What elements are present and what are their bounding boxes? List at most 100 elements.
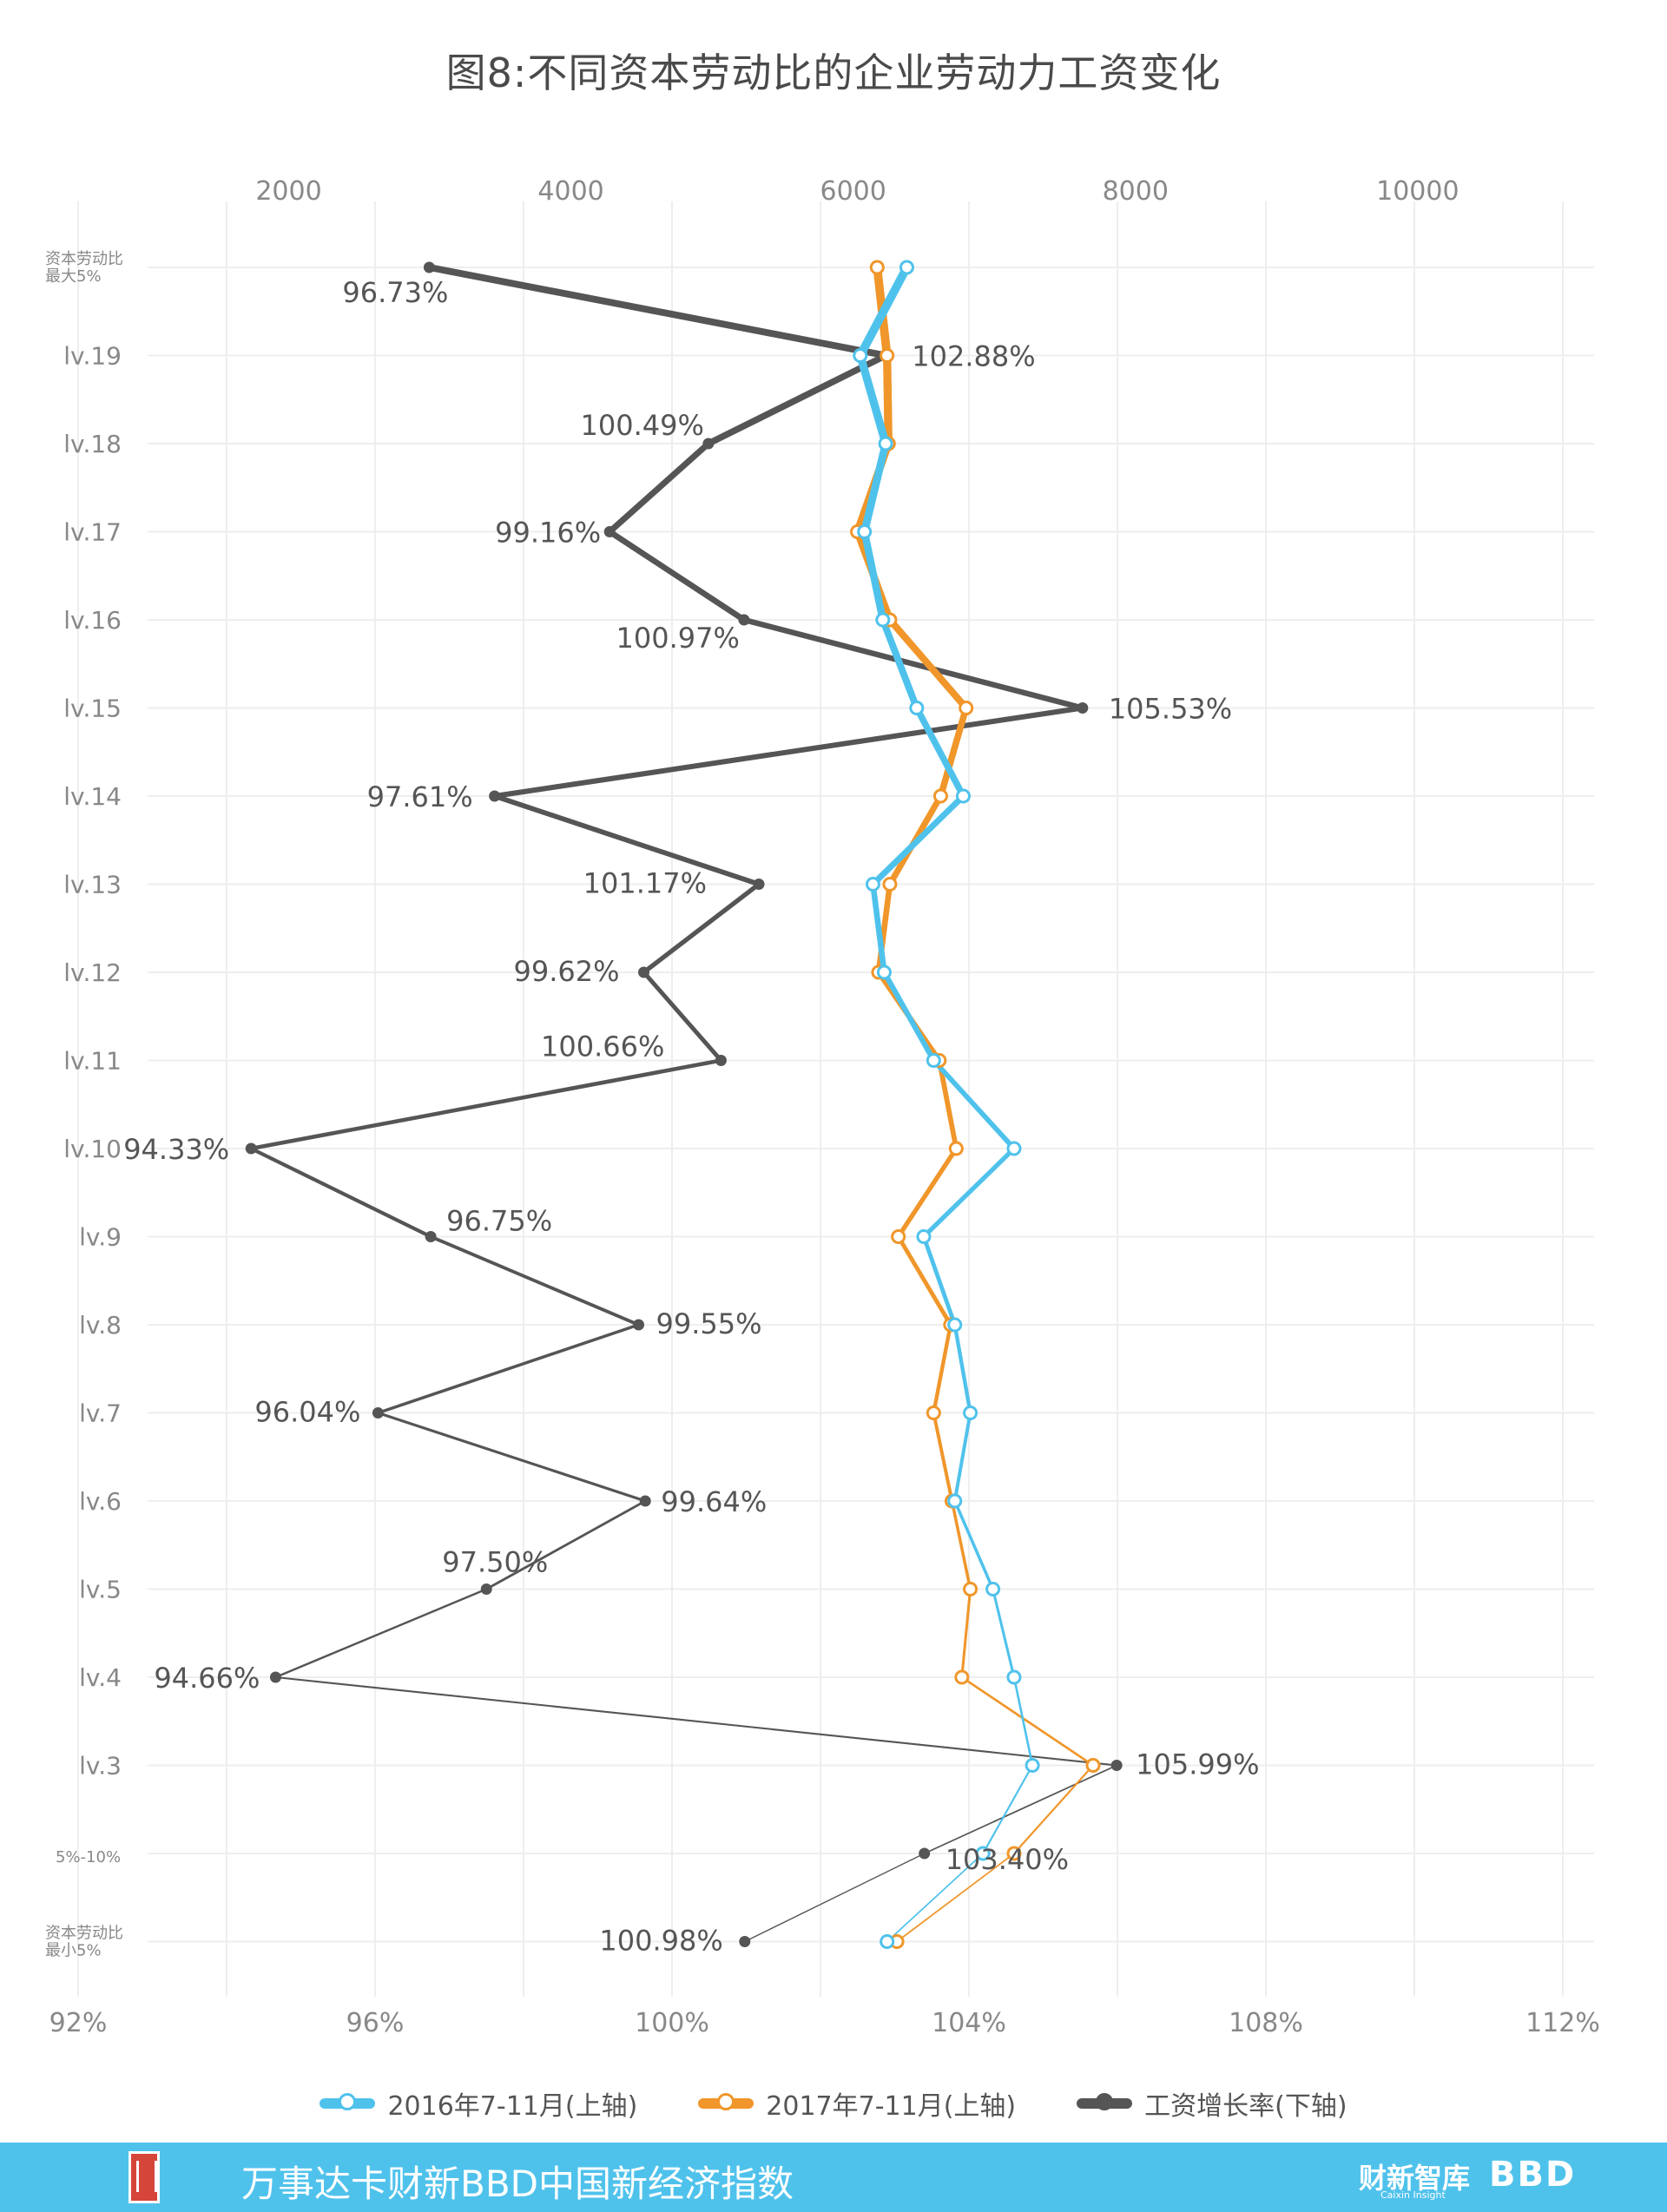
- data-label-growth: 105.99%: [1136, 1748, 1259, 1781]
- data-point-growth: [489, 790, 501, 802]
- data-label-growth: 99.16%: [495, 517, 601, 550]
- top-axis: 2000 4000 6000 8000 10000: [255, 176, 1459, 207]
- series-segment-2: [641, 881, 761, 975]
- series-lines: [248, 263, 1118, 1943]
- data-point-2017: [959, 701, 974, 715]
- footer-title: 万事达卡财新BBD中国新经济指数: [241, 2163, 794, 2205]
- data-label-growth: 103.40%: [946, 1843, 1069, 1876]
- series-segment-2: [376, 1323, 641, 1415]
- legend-item-2016[interactable]: 2016年7-11月(上轴): [320, 2084, 637, 2123]
- series-segment-0: [952, 1499, 995, 1591]
- data-point-growth: [269, 1671, 281, 1683]
- data-point-2016: [985, 1582, 1001, 1596]
- series-segment-0: [913, 704, 967, 800]
- data-point-2017: [891, 1229, 906, 1244]
- top-tick-label: 10000: [1376, 176, 1459, 207]
- data-label-growth: 99.62%: [513, 955, 619, 988]
- top-tick-label: 8000: [1103, 176, 1169, 207]
- data-point-growth: [603, 526, 616, 537]
- legend-item-growth[interactable]: 工资增长率(下轴): [1077, 2084, 1347, 2123]
- data-point-2016: [876, 964, 892, 980]
- wage-chart: 2000 4000 6000 8000 10000 92% 96% 100% 104% 108%…: [45, 176, 1600, 2038]
- data-point-2017: [926, 1406, 941, 1420]
- series-segment-1: [1012, 1764, 1095, 1855]
- series-segment-0: [856, 351, 890, 448]
- series-segment-0: [881, 969, 937, 1063]
- footer-banner: 万事达卡财新BBD中国新经济指数 财新智库 Caixin Insight BBD: [0, 2143, 1667, 2212]
- data-label-growth: 97.50%: [442, 1546, 548, 1579]
- chart-title: 图8:不同资本劳动比的企业劳动力工资变化: [445, 49, 1222, 96]
- category-label: lv.11: [63, 1047, 122, 1076]
- series-segment-0: [931, 1057, 1017, 1151]
- data-point-growth: [423, 261, 435, 273]
- data-point-2016: [963, 1406, 978, 1420]
- data-point-growth: [425, 1231, 437, 1242]
- category-label: lv.10: [63, 1135, 122, 1163]
- series-segment-2: [923, 1764, 1118, 1854]
- series-segment-1: [936, 1057, 959, 1151]
- series-segment-1: [883, 351, 893, 448]
- data-point-2016: [899, 260, 914, 275]
- series-segment-0: [860, 439, 890, 536]
- data-point-growth: [739, 1936, 751, 1947]
- series-segment-2: [491, 793, 761, 887]
- bottom-tick-label: 112%: [1525, 2008, 1600, 2038]
- series-segment-2: [274, 1675, 1118, 1767]
- series-segment-2: [249, 1146, 433, 1239]
- data-label-growth: 100.98%: [599, 1925, 722, 1958]
- category-label: lv.15: [63, 695, 122, 723]
- series-segment-2: [425, 264, 890, 359]
- series-segment-2: [248, 1058, 723, 1151]
- legend-item-2017[interactable]: 2017年7-11月(上轴): [698, 2084, 1016, 2123]
- series-segment-0: [921, 1234, 958, 1327]
- category-label: lv.8: [79, 1311, 122, 1340]
- category-axis: 资本劳动比最大5% lv.19 lv.18 lv.17 lv.16 lv.15 lv.14 l…: [45, 250, 123, 1960]
- data-point-2016: [857, 524, 873, 539]
- category-label: 资本劳动比最大5%: [45, 250, 123, 286]
- data-point-2017: [932, 788, 948, 804]
- data-point-2017: [963, 1582, 978, 1596]
- top-tick-label: 2000: [255, 176, 321, 207]
- category-label: lv.13: [63, 871, 122, 899]
- data-point-2016: [878, 436, 893, 451]
- series-segment-0: [879, 616, 920, 712]
- data-label-growth: 94.33%: [123, 1133, 229, 1166]
- data-point-2016: [865, 877, 880, 892]
- legend: 2016年7-11月(上轴) 2017年7-11月(上轴) 工资增长率(下轴): [0, 2082, 1667, 2125]
- data-label-growth: 96.73%: [342, 276, 448, 309]
- category-label: lv.14: [63, 782, 122, 811]
- category-label: lv.18: [63, 430, 122, 458]
- data-point-2016: [1006, 1141, 1022, 1156]
- legend-label-2017: 2017年7-11月(上轴): [766, 2091, 1017, 2122]
- series-markers: [245, 260, 1123, 1949]
- legend-label-growth: 工资增长率(下轴): [1144, 2091, 1347, 2122]
- legend-label-2016: 2016年7-11月(上轴): [387, 2091, 638, 2122]
- series-segment-0: [952, 1411, 972, 1503]
- series-segment-2: [274, 1588, 488, 1679]
- category-label: lv.4: [79, 1663, 122, 1692]
- data-label-growth: 99.64%: [661, 1485, 767, 1518]
- data-point-growth: [633, 1319, 645, 1331]
- category-label: lv.17: [63, 518, 122, 547]
- series-segment-1: [932, 1411, 954, 1503]
- bottom-axis: 92% 96% 100% 104% 108% 112%: [49, 2008, 1600, 2038]
- category-label: lv.12: [63, 958, 122, 987]
- data-point-2017: [954, 1669, 970, 1685]
- top-tick-label: 4000: [537, 176, 603, 207]
- bottom-tick-label: 96%: [346, 2008, 405, 2038]
- series-segment-2: [705, 352, 889, 447]
- legend-swatch-dark: [1077, 2093, 1133, 2110]
- data-point-2016: [1025, 1758, 1040, 1773]
- data-point-growth: [372, 1407, 384, 1419]
- bottom-tick-label: 104%: [932, 2008, 1006, 2038]
- data-point-2016: [853, 348, 868, 363]
- data-point-growth: [1077, 702, 1089, 714]
- data-point-growth: [702, 438, 715, 450]
- legend-swatch-blue: [320, 2093, 376, 2110]
- top-tick-label: 6000: [820, 176, 886, 207]
- series-segment-0: [855, 263, 912, 360]
- data-point-growth: [1110, 1760, 1123, 1771]
- category-label: lv.9: [79, 1223, 122, 1252]
- series-segment-2: [741, 616, 1086, 711]
- data-labels: 96.73% 102.88% 100.49% 99.16% 100.97% 105.53%…: [123, 276, 1259, 1958]
